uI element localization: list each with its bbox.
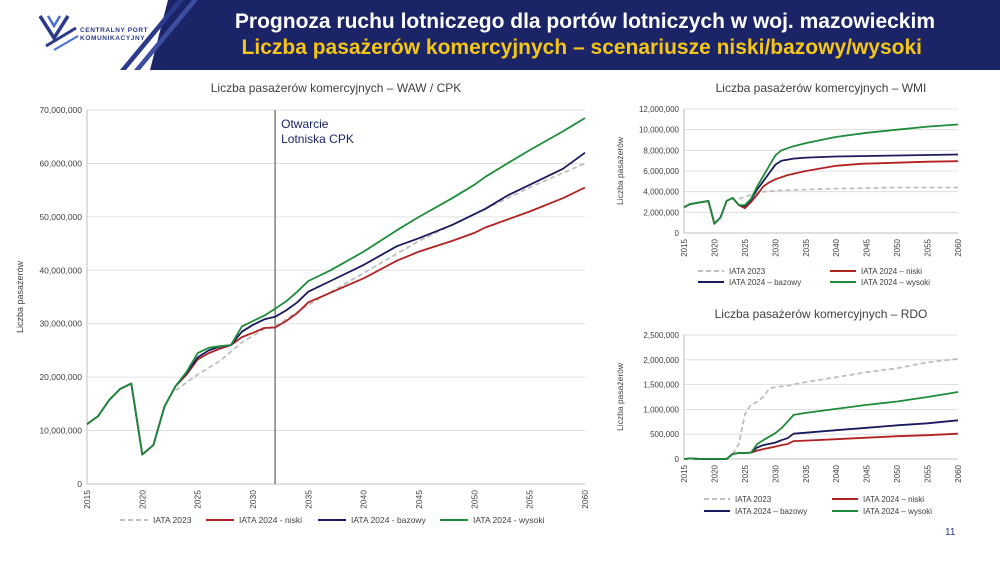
y-tick-label: 4,000,000: [643, 188, 679, 197]
cpk-logo-icon: [38, 15, 79, 51]
series-line-wysoki: [86, 117, 586, 456]
x-tick-label: 2040: [832, 464, 841, 482]
slide-title: Prognoza ruchu lotniczego dla portów lot…: [234, 10, 935, 33]
x-tick-label: 2035: [802, 464, 811, 482]
chart-waw-cpk: Liczba pasażerów komercyjnych – WAW / CP…: [15, 81, 590, 525]
x-tick-label: 2035: [303, 490, 313, 509]
y-tick-label: 8,000,000: [643, 146, 679, 155]
y-tick-label: 20,000,000: [39, 372, 82, 382]
x-tick-label: 2025: [741, 238, 750, 256]
slide-header: CENTRALNY PORT KOMUNIKACYJNY Prognoza ru…: [0, 0, 1000, 70]
x-tick-label: 2040: [832, 238, 841, 256]
annotation-line2: Lotniska CPK: [281, 132, 354, 146]
y-tick-label: 30,000,000: [39, 319, 82, 329]
x-tick-label: 2045: [414, 490, 424, 509]
x-tick-label: 2055: [525, 490, 535, 509]
y-tick-label: 1,500,000: [643, 381, 679, 390]
x-tick-label: 2015: [680, 238, 689, 256]
y-tick-label: 12,000,000: [639, 105, 680, 114]
series-line-wysoki: [683, 391, 959, 460]
legend-label-wysoki: IATA 2024 - wysoki: [473, 515, 545, 525]
y-tick-label: 2,000,000: [643, 356, 679, 365]
legend-label-iata-2023: IATA 2023: [153, 515, 192, 525]
x-tick-label: 2045: [863, 464, 872, 482]
x-tick-label: 2015: [680, 464, 689, 482]
x-tick-label: 2025: [741, 464, 750, 482]
y-axis-label: Liczba pasażerów: [15, 260, 25, 333]
y-tick-label: 40,000,000: [39, 265, 82, 275]
x-tick-label: 2045: [863, 238, 872, 256]
page-number: 11: [945, 527, 956, 538]
legend-label-iata-2023: IATA 2023: [729, 267, 766, 276]
y-tick-label: 50,000,000: [39, 212, 82, 222]
y-tick-label: 0: [77, 479, 82, 489]
legend-label-wysoki: IATA 2024 – wysoki: [861, 278, 930, 287]
x-tick-label: 2030: [771, 464, 780, 482]
x-tick-label: 2060: [954, 464, 963, 482]
x-tick-label: 2025: [193, 490, 203, 509]
legend-label-niski: IATA 2024 – niski: [863, 495, 924, 504]
annotation-line1: Otwarcie: [281, 117, 329, 131]
y-tick-label: 2,000,000: [643, 208, 679, 217]
chart-title: Liczba pasażerów komercyjnych – WMI: [716, 81, 927, 95]
header-banner: [120, 0, 1000, 70]
series-line-wysoki: [683, 123, 959, 225]
series-line-niski: [683, 432, 959, 460]
x-tick-label: 2050: [893, 238, 902, 256]
chart-title: Liczba pasażerów komercyjnych – RDO: [715, 307, 928, 321]
legend-label-niski: IATA 2024 – niski: [861, 267, 922, 276]
series-line-bazowy: [86, 151, 586, 456]
y-axis-label: Liczba pasażerów: [615, 362, 625, 431]
x-tick-label: 2015: [82, 490, 92, 509]
x-tick-label: 2020: [137, 490, 147, 509]
x-tick-label: 2055: [924, 238, 933, 256]
logo-text: CENTRALNY PORT KOMUNIKACYJNY: [80, 27, 148, 43]
y-tick-label: 0: [675, 455, 680, 464]
x-tick-label: 2035: [802, 238, 811, 256]
chart-title: Liczba pasażerów komercyjnych – WAW / CP…: [211, 81, 462, 95]
chart-rdo: Liczba pasażerów komercyjnych – RDO 0 500,…: [615, 307, 963, 516]
series-line-iata-2023: [738, 186, 958, 200]
logo-text-line2: KOMUNIKACYJNY: [80, 35, 146, 42]
legend-label-bazowy: IATA 2024 – bazowy: [735, 507, 807, 516]
y-axis-label: Liczba pasażerów: [615, 136, 625, 205]
x-tick-label: 2030: [248, 490, 258, 509]
y-tick-label: 0: [675, 229, 680, 238]
x-tick-label: 2060: [954, 238, 963, 256]
legend-label-bazowy: IATA 2024 - bazowy: [351, 515, 427, 525]
series-line-iata-2023: [174, 162, 586, 392]
y-tick-label: 500,000: [650, 430, 679, 439]
x-tick-label: 2020: [710, 238, 719, 256]
x-tick-label: 2030: [771, 238, 780, 256]
x-tick-label: 2055: [924, 464, 933, 482]
y-tick-label: 2,500,000: [643, 331, 679, 340]
x-tick-label: 2050: [469, 490, 479, 509]
y-tick-label: 10,000,000: [639, 126, 680, 135]
y-tick-label: 10,000,000: [39, 426, 82, 436]
legend-label-bazowy: IATA 2024 – bazowy: [729, 278, 801, 287]
legend-label-niski: IATA 2024 - niski: [239, 515, 302, 525]
logo-text-line1: CENTRALNY PORT: [80, 27, 149, 34]
legend-label-iata-2023: IATA 2023: [735, 495, 772, 504]
x-tick-label: 2020: [710, 464, 719, 482]
slide-subtitle: Liczba pasażerów komercyjnych – scenariu…: [241, 36, 922, 59]
legend-label-wysoki: IATA 2024 – wysoki: [863, 507, 932, 516]
y-tick-label: 6,000,000: [643, 167, 679, 176]
x-tick-label: 2060: [580, 490, 590, 509]
y-tick-label: 70,000,000: [39, 105, 82, 115]
y-tick-label: 60,000,000: [39, 158, 82, 168]
y-tick-label: 1,000,000: [643, 405, 679, 414]
x-tick-label: 2050: [893, 464, 902, 482]
series-line-iata-2023: [731, 357, 959, 455]
series-line-niski: [683, 160, 959, 225]
x-tick-label: 2040: [359, 490, 369, 509]
chart-wmi: Liczba pasażerów komercyjnych – WMI 0 2,00…: [615, 81, 963, 287]
